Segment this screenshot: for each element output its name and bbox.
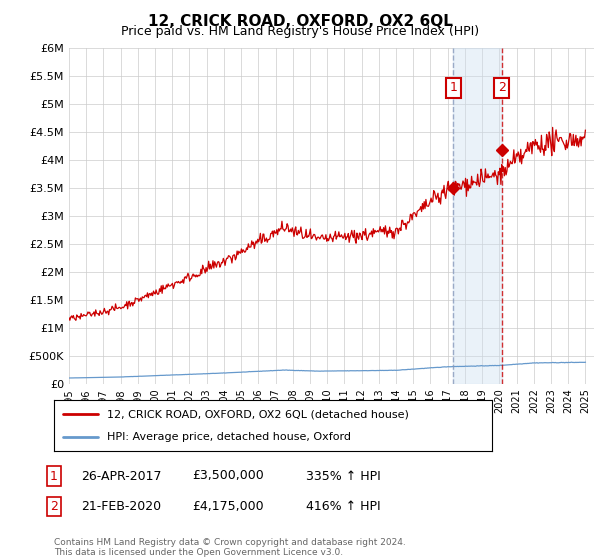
Text: Contains HM Land Registry data © Crown copyright and database right 2024.
This d: Contains HM Land Registry data © Crown c… — [54, 538, 406, 557]
Bar — [453, 48, 502, 384]
Text: 1: 1 — [50, 469, 58, 483]
Text: 2: 2 — [497, 81, 506, 95]
Text: 12, CRICK ROAD, OXFORD, OX2 6QL: 12, CRICK ROAD, OXFORD, OX2 6QL — [148, 14, 452, 29]
Text: 21-FEB-2020: 21-FEB-2020 — [81, 500, 161, 514]
Text: 416% ↑ HPI: 416% ↑ HPI — [306, 500, 380, 514]
Text: 1: 1 — [449, 81, 457, 95]
Text: 26-APR-2017: 26-APR-2017 — [81, 469, 161, 483]
Text: 2: 2 — [50, 500, 58, 514]
Text: £3,500,000: £3,500,000 — [192, 469, 264, 483]
Text: HPI: Average price, detached house, Oxford: HPI: Average price, detached house, Oxfo… — [107, 432, 350, 442]
Text: Price paid vs. HM Land Registry's House Price Index (HPI): Price paid vs. HM Land Registry's House … — [121, 25, 479, 38]
Text: 12, CRICK ROAD, OXFORD, OX2 6QL (detached house): 12, CRICK ROAD, OXFORD, OX2 6QL (detache… — [107, 409, 409, 419]
Text: £4,175,000: £4,175,000 — [192, 500, 263, 514]
Text: 335% ↑ HPI: 335% ↑ HPI — [306, 469, 381, 483]
